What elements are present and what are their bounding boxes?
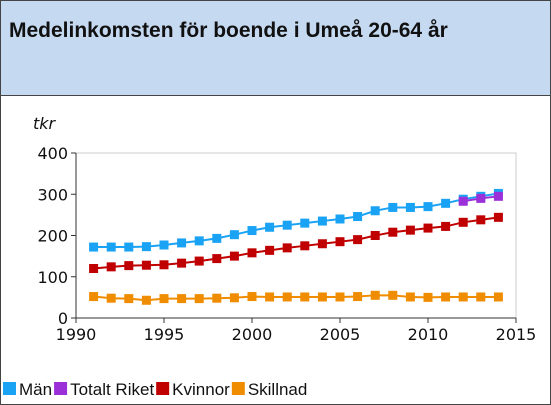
- legend-label: Skillnad: [248, 380, 308, 399]
- marker: [423, 292, 433, 302]
- marker: [317, 292, 327, 302]
- marker: [229, 230, 239, 240]
- marker: [388, 290, 398, 300]
- legend-swatch: [231, 382, 245, 395]
- marker: [353, 212, 363, 222]
- legend-label: Kvinnor: [172, 380, 230, 399]
- marker: [282, 292, 292, 302]
- marker: [106, 262, 116, 272]
- y-tick-label: 100: [37, 268, 68, 287]
- marker: [388, 227, 398, 237]
- marker: [476, 193, 486, 203]
- series-line: [93, 192, 499, 249]
- marker: [335, 214, 345, 224]
- x-tick-label: 2010: [408, 325, 449, 344]
- marker: [124, 294, 134, 304]
- marker: [317, 239, 327, 249]
- legend-swatch: [54, 382, 68, 395]
- y-tick-label: 0: [58, 309, 68, 328]
- legend-swatch: [3, 382, 16, 395]
- marker: [212, 293, 222, 303]
- marker: [212, 254, 222, 264]
- marker: [177, 258, 187, 268]
- marker: [370, 206, 380, 216]
- marker: [106, 293, 116, 303]
- x-tick-label: 2000: [232, 325, 273, 344]
- marker: [405, 225, 415, 235]
- marker: [124, 261, 134, 271]
- marker: [247, 292, 257, 302]
- x-tick-label: 2015: [496, 325, 537, 344]
- marker: [194, 256, 204, 266]
- marker: [441, 221, 451, 231]
- marker: [141, 260, 151, 270]
- marker: [370, 290, 380, 300]
- y-tick-label: 400: [37, 144, 68, 163]
- marker: [388, 202, 398, 212]
- marker: [141, 295, 151, 305]
- marker: [441, 292, 451, 302]
- marker: [177, 294, 187, 304]
- marker: [458, 217, 468, 227]
- marker: [458, 292, 468, 302]
- legend-label: Män: [19, 380, 52, 399]
- y-axis-label: tkr: [33, 114, 57, 133]
- marker: [89, 292, 99, 302]
- marker: [300, 241, 310, 251]
- chart-title: Medelinkomsten för boende i Umeå 20-64 å…: [9, 19, 448, 42]
- marker: [229, 293, 239, 303]
- marker: [177, 238, 187, 248]
- x-tick-label: 2005: [320, 325, 361, 344]
- series-line: [93, 294, 499, 302]
- marker: [441, 198, 451, 208]
- marker: [493, 191, 503, 201]
- x-tick-label: 1990: [56, 325, 97, 344]
- marker: [159, 294, 169, 304]
- y-tick-label: 200: [37, 227, 68, 246]
- marker: [265, 245, 275, 255]
- marker: [247, 248, 257, 258]
- y-tick-label: 300: [37, 185, 68, 204]
- x-tick-label: 1995: [144, 325, 185, 344]
- marker: [282, 220, 292, 230]
- marker: [282, 243, 292, 253]
- chart: tkr 0 100 200 300 400 1990 1995 2000 2005 2010 201…: [3, 114, 537, 399]
- marker: [353, 292, 363, 302]
- marker: [335, 237, 345, 247]
- header: Medelinkomsten för boende i Umeå 20-64 å…: [1, 1, 550, 96]
- legend-swatch: [156, 382, 170, 395]
- marker: [265, 222, 275, 232]
- marker: [458, 196, 468, 206]
- marker: [159, 260, 169, 270]
- marker: [247, 226, 257, 236]
- marker: [335, 292, 345, 302]
- marker: [476, 292, 486, 302]
- marker: [405, 202, 415, 212]
- marker: [493, 212, 503, 222]
- legend-label: Totalt Riket: [70, 380, 154, 399]
- marker: [423, 223, 433, 233]
- marker: [353, 235, 363, 245]
- marker: [265, 292, 275, 302]
- marker: [317, 216, 327, 226]
- marker: [423, 202, 433, 212]
- marker: [405, 292, 415, 302]
- marker: [476, 215, 486, 225]
- marker: [89, 242, 99, 252]
- marker: [124, 242, 134, 252]
- marker: [141, 242, 151, 252]
- marker: [194, 236, 204, 246]
- marker: [493, 292, 503, 302]
- marker: [212, 233, 222, 243]
- marker: [370, 231, 380, 240]
- marker: [159, 240, 169, 250]
- marker: [106, 242, 116, 252]
- marker: [194, 294, 204, 304]
- marker: [89, 264, 99, 273]
- marker: [300, 218, 310, 228]
- marker: [300, 292, 310, 302]
- marker: [229, 251, 239, 261]
